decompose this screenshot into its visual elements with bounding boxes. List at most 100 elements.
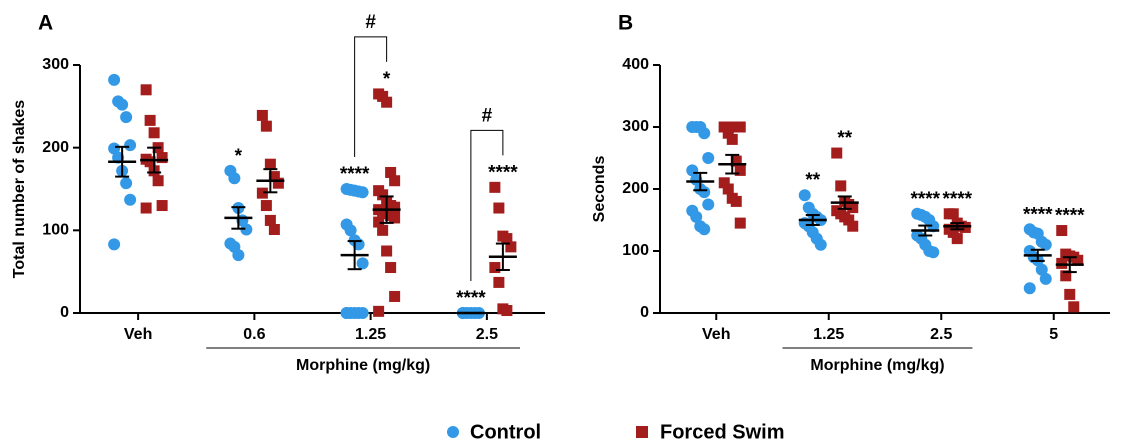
data-point bbox=[947, 208, 959, 220]
y-tick-label: 100 bbox=[622, 242, 649, 259]
data-point bbox=[116, 98, 129, 111]
data-point bbox=[847, 202, 859, 214]
y-tick-label: 100 bbox=[42, 222, 69, 239]
legend-label: Control bbox=[470, 421, 541, 443]
data-point bbox=[356, 307, 369, 319]
data-point bbox=[734, 217, 746, 229]
x-tick-label: 2.5 bbox=[930, 326, 952, 343]
data-point bbox=[144, 156, 156, 168]
data-point bbox=[240, 223, 253, 236]
y-axis-label: Total number of shakes bbox=[11, 100, 28, 279]
data-point bbox=[228, 172, 241, 185]
y-tick-label: 400 bbox=[622, 56, 649, 73]
x-axis-label: Morphine (mg/kg) bbox=[810, 357, 944, 374]
x-tick-label: 2.5 bbox=[476, 326, 498, 343]
data-point bbox=[690, 210, 703, 223]
data-point bbox=[124, 139, 137, 152]
data-point bbox=[927, 246, 940, 259]
data-point bbox=[1068, 301, 1080, 313]
data-point bbox=[389, 201, 401, 213]
data-point bbox=[1064, 288, 1076, 300]
data-point bbox=[489, 181, 501, 193]
data-point bbox=[1039, 272, 1052, 285]
data-point bbox=[1072, 254, 1084, 266]
data-point bbox=[951, 233, 963, 245]
y-tick-label: 0 bbox=[60, 304, 69, 321]
data-point bbox=[734, 121, 746, 133]
data-point bbox=[381, 96, 393, 108]
significance-label: * bbox=[383, 69, 391, 90]
significance-label: ** bbox=[805, 170, 820, 191]
data-point bbox=[501, 305, 513, 317]
data-point bbox=[698, 127, 711, 140]
data-point bbox=[489, 262, 501, 274]
data-point bbox=[256, 187, 268, 199]
data-point bbox=[152, 175, 164, 187]
data-point bbox=[268, 171, 280, 183]
data-point bbox=[373, 305, 385, 317]
data-point bbox=[340, 307, 353, 319]
data-point bbox=[260, 200, 272, 212]
data-point bbox=[493, 276, 505, 288]
x-tick-label: 0.6 bbox=[243, 326, 265, 343]
data-point bbox=[389, 175, 401, 187]
x-tick-label: 1.25 bbox=[355, 326, 386, 343]
data-point bbox=[835, 180, 847, 192]
data-point bbox=[356, 186, 369, 199]
y-axis-label: Seconds bbox=[591, 156, 608, 223]
y-tick-label: 300 bbox=[42, 56, 69, 73]
data-point bbox=[726, 133, 738, 145]
data-point bbox=[344, 224, 357, 237]
data-point bbox=[947, 226, 959, 238]
data-point bbox=[1023, 282, 1036, 295]
comparison-label: # bbox=[482, 105, 493, 126]
data-point bbox=[798, 189, 811, 202]
data-point bbox=[702, 152, 715, 164]
data-point bbox=[140, 202, 152, 214]
data-point bbox=[847, 220, 859, 232]
data-point bbox=[1035, 263, 1048, 276]
data-point bbox=[260, 120, 272, 132]
comparison-bracket bbox=[354, 36, 388, 157]
data-point bbox=[1056, 225, 1068, 237]
data-point bbox=[377, 189, 389, 201]
data-point bbox=[108, 238, 121, 251]
data-point bbox=[256, 109, 268, 121]
significance-label: **** bbox=[910, 189, 940, 210]
panel-label: A bbox=[38, 12, 53, 35]
x-tick-label: Veh bbox=[124, 326, 152, 343]
data-point bbox=[156, 200, 168, 212]
data-point bbox=[356, 257, 369, 270]
comparison-bracket bbox=[470, 129, 504, 281]
data-point bbox=[493, 202, 505, 214]
x-tick-label: 5 bbox=[1049, 326, 1058, 343]
legend-label: Forced Swim bbox=[660, 421, 784, 443]
data-point bbox=[1060, 270, 1072, 282]
data-point bbox=[718, 121, 730, 133]
data-point bbox=[144, 114, 156, 126]
y-tick-label: 200 bbox=[622, 180, 649, 197]
y-tick-label: 300 bbox=[622, 118, 649, 135]
data-point bbox=[377, 90, 389, 102]
significance-label: **** bbox=[1023, 204, 1053, 225]
data-point bbox=[108, 142, 121, 155]
legend-marker bbox=[447, 426, 459, 438]
data-point bbox=[377, 224, 389, 236]
significance-label: **** bbox=[340, 164, 370, 185]
data-point bbox=[501, 233, 513, 245]
data-point bbox=[1039, 238, 1052, 251]
data-point bbox=[718, 177, 730, 189]
data-point bbox=[814, 238, 827, 251]
data-point bbox=[505, 241, 517, 253]
significance-label: **** bbox=[488, 162, 518, 183]
significance-label: * bbox=[235, 146, 243, 167]
data-point bbox=[722, 183, 734, 195]
data-point bbox=[373, 216, 385, 228]
data-point bbox=[381, 245, 393, 257]
data-point bbox=[385, 262, 397, 274]
significance-label: ** bbox=[837, 128, 852, 149]
data-point bbox=[124, 193, 137, 206]
x-tick-label: Veh bbox=[702, 326, 730, 343]
data-point bbox=[927, 220, 940, 233]
data-point bbox=[698, 223, 711, 236]
